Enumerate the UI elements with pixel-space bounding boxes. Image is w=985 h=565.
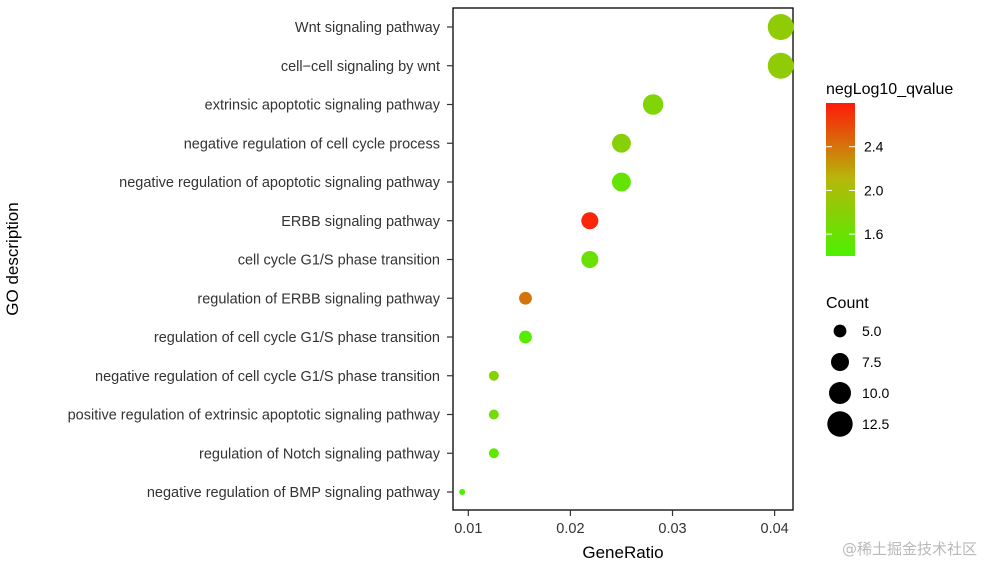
y-tick-label: cell cycle G1/S phase transition <box>238 253 440 269</box>
x-tick-label: 0.02 <box>556 521 584 537</box>
size-legend-title: Count <box>826 295 869 312</box>
data-point <box>488 370 499 381</box>
y-tick-label: negative regulation of cell cycle G1/S p… <box>95 369 440 385</box>
y-axis-labels: Wnt signaling pathway cell−cell signaling… <box>68 20 453 501</box>
y-axis-title: GO description <box>3 202 22 315</box>
x-tick-label: 0.03 <box>658 521 686 537</box>
data-point <box>612 172 631 192</box>
size-key-label: 12.5 <box>862 416 889 432</box>
size-key-dot <box>829 382 851 404</box>
data-points <box>459 14 794 495</box>
x-axis: 0.01 0.02 0.03 0.04 <box>454 510 789 537</box>
size-key-label: 5.0 <box>862 323 882 339</box>
data-point <box>767 52 794 79</box>
data-point <box>612 133 631 153</box>
y-tick-label: negative regulation of apoptotic signali… <box>119 175 441 191</box>
data-point <box>581 250 599 269</box>
size-key-dot <box>831 353 849 371</box>
y-tick-label: regulation of cell cycle G1/S phase tran… <box>154 330 440 346</box>
y-tick-label: extrinsic apoptotic signaling pathway <box>205 98 441 114</box>
x-axis-title: GeneRatio <box>582 543 663 562</box>
data-point <box>519 330 532 344</box>
y-tick-label: negative regulation of cell cycle proces… <box>184 136 440 152</box>
data-point <box>488 448 499 459</box>
data-point <box>767 14 794 40</box>
size-key-dot <box>827 411 853 437</box>
data-point <box>519 291 532 305</box>
y-tick-label: regulation of ERBB signaling pathway <box>197 291 440 307</box>
x-tick-label: 0.01 <box>454 521 482 537</box>
color-legend-title: negLog10_qvalue <box>826 81 953 98</box>
y-tick-label: ERBB signaling pathway <box>281 214 441 230</box>
size-key-label: 7.5 <box>862 354 882 370</box>
size-key-dot <box>833 324 847 338</box>
size-legend: Count 5.0 7.5 10.0 12.5 <box>826 295 889 437</box>
color-tick-label: 2.4 <box>864 139 884 155</box>
data-point <box>459 489 466 495</box>
color-legend: negLog10_qvalue 1.6 2.0 2.4 <box>826 81 953 256</box>
size-key-label: 10.0 <box>862 385 889 401</box>
y-tick-label: Wnt signaling pathway <box>295 20 441 36</box>
color-tick-label: 2.0 <box>864 182 884 198</box>
data-point <box>488 409 499 420</box>
x-tick-label: 0.04 <box>761 521 789 537</box>
data-point <box>642 94 664 115</box>
color-gradient-bar <box>826 103 855 256</box>
watermark: @稀土掘金技术社区 <box>841 540 977 558</box>
panel-border <box>452 7 794 511</box>
y-tick-label: cell−cell signaling by wnt <box>281 59 440 75</box>
color-tick-label: 1.6 <box>864 226 884 242</box>
plot-panel <box>452 7 794 511</box>
y-tick-label: negative regulation of BMP signaling pat… <box>147 485 441 501</box>
y-tick-label: regulation of Notch signaling pathway <box>199 446 441 462</box>
y-tick-label: positive regulation of extrinsic apoptot… <box>68 408 441 424</box>
data-point <box>581 212 599 230</box>
